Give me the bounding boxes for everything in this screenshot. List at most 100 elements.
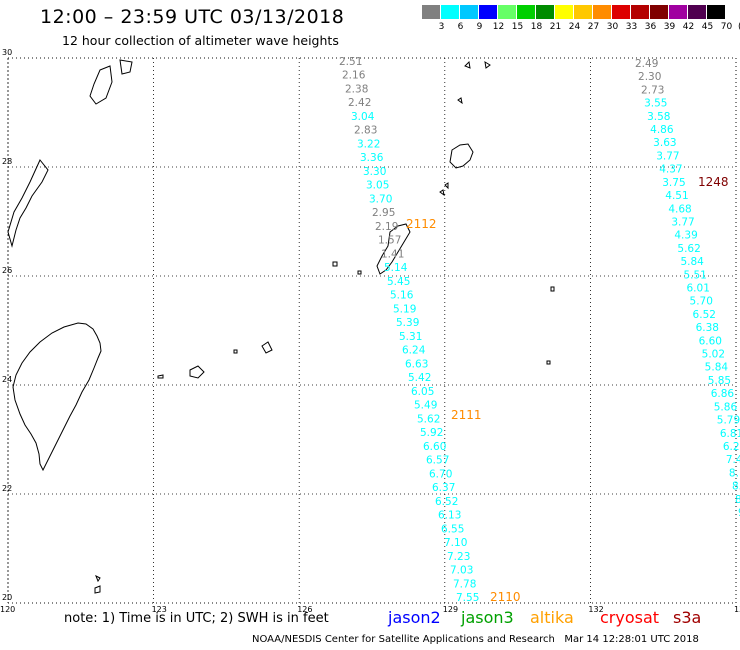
track2-swh-value: 3.55 — [644, 98, 667, 110]
chart-subtitle: 12 hour collection of altimeter wave hei… — [62, 33, 339, 48]
miyako-island — [261, 341, 273, 354]
credit-line: NOAA/NESDIS Center for Satellite Applica… — [252, 634, 699, 645]
track1-swh-value: 7.78 — [453, 578, 476, 590]
track2-swh-value: 5.02 — [702, 349, 725, 361]
track1-swh-value: 6.60 — [423, 441, 446, 453]
track2-swh-value: 6.60 — [699, 335, 722, 347]
amami-island — [449, 143, 474, 169]
legend-label: 6 — [457, 22, 464, 32]
mission-label: altika — [530, 608, 574, 627]
track1-swh-value: 2.83 — [354, 125, 377, 137]
chart-title: 12:00 – 23:59 UTC 03/13/2018 — [40, 6, 345, 28]
track2-swh-value: 2.30 — [638, 71, 661, 83]
track1-swh-value: 3.05 — [366, 180, 389, 192]
legend-swatch — [593, 5, 612, 19]
track2-swh-value: 2.73 — [641, 84, 664, 96]
lon-tick-label: 120 — [0, 605, 15, 614]
track2-swh-value: 3.77 — [671, 216, 694, 228]
track2-swh-value: 6.81 — [720, 428, 740, 440]
track2-swh-value: 8 — [735, 494, 740, 506]
legend-label: 70 — [720, 22, 733, 32]
track1-swh-value: 2.19 — [375, 221, 398, 233]
track2-swh-value: 8. — [729, 467, 739, 479]
legend-label: 12 — [492, 22, 505, 32]
track1-swh-value: 7.10 — [444, 537, 467, 549]
track1-swh-value: 6.24 — [402, 345, 426, 357]
legend-label: 21 — [549, 22, 562, 32]
track1-swh-value: 5.49 — [414, 400, 437, 412]
track1-swh-value: 1.57 — [378, 235, 401, 247]
track1-swh-value: 3.04 — [351, 111, 375, 123]
pass-id-label: 2111 — [451, 408, 482, 422]
track2-swh-value: 5.84 — [680, 256, 704, 268]
lon-tick-label: 135 — [734, 605, 740, 614]
track2-swh-value: 5.86 — [714, 401, 738, 413]
track2-swh-value: 6.01 — [687, 283, 710, 295]
lat-tick-label: 28 — [2, 157, 12, 166]
legend-swatch — [669, 5, 688, 19]
legend-unit: (ft) — [738, 22, 740, 32]
track2-swh-value: 5.62 — [677, 243, 700, 255]
track1-swh-value: 6.57 — [426, 455, 449, 467]
track1-swh-value: 6.55 — [441, 523, 464, 535]
small-islets — [233, 261, 551, 365]
lat-tick-label: 24 — [2, 375, 12, 384]
track1-swh-value: 6.70 — [429, 468, 452, 480]
track1-swh-value: 6.05 — [411, 386, 434, 398]
mission-label: jason2 — [388, 608, 441, 627]
track1-swh-value: 1.41 — [381, 248, 404, 260]
daito-island — [550, 286, 555, 292]
legend-swatch — [650, 5, 669, 19]
kyushu-islands — [7, 59, 133, 248]
track2-swh-value: 6.52 — [693, 309, 716, 321]
legend-swatch — [460, 5, 479, 19]
track1-swh-value: 2.16 — [342, 70, 366, 82]
track1-swh-value: 5.19 — [393, 303, 416, 315]
track1-swh-value: 2.42 — [348, 97, 371, 109]
lanyu-island — [94, 585, 101, 594]
legend-swatch — [707, 5, 726, 19]
track1-swh-value: 5.45 — [387, 276, 410, 288]
legend-swatch — [612, 5, 631, 19]
legend-swatch — [441, 5, 460, 19]
track2-swh-value: 2.49 — [635, 58, 658, 70]
ishigaki-island — [189, 365, 205, 379]
track2-swh-value: 5.70 — [690, 296, 713, 308]
track2-swh-value: 4.86 — [650, 124, 674, 136]
track2-swh-value: 4.37 — [659, 164, 682, 176]
lyudao-island — [95, 574, 101, 583]
track2-swh-value: 6.38 — [696, 322, 719, 334]
track1-swh-value: 7.03 — [450, 565, 473, 577]
track1-swh-value: 2.95 — [372, 207, 395, 219]
track2-swh-value: 5.84 — [705, 362, 729, 374]
track2-swh-value: 4.39 — [674, 230, 697, 242]
track2-swh-value: 3.63 — [653, 137, 676, 149]
track2-swh-value: 5.85 — [708, 375, 731, 387]
legend-label: 30 — [606, 22, 619, 32]
legend-swatch — [498, 5, 517, 19]
legend-label: 33 — [625, 22, 638, 32]
lon-tick-label: 129 — [443, 605, 458, 614]
track2-swh-value: 7.4 — [726, 454, 740, 466]
yonaguni-island — [157, 374, 164, 379]
track1-swh-value: 7.55 — [456, 592, 479, 604]
map-frame — [7, 57, 737, 604]
lat-tick-label: 30 — [2, 48, 12, 57]
taiwan-coastline — [12, 322, 102, 472]
footnote: note: 1) Time is in UTC; 2) SWH is in fe… — [64, 611, 329, 626]
track2-swh-value: 3.77 — [656, 150, 679, 162]
track2-swh-value: 5.51 — [683, 269, 706, 281]
mission-label: s3a — [673, 608, 702, 627]
track1-swh-value: 3.70 — [369, 193, 392, 205]
track1-swh-value: 5.16 — [390, 290, 414, 302]
track1-swh-value: 5.62 — [417, 413, 440, 425]
track2-swh-value: 8. — [732, 481, 740, 493]
track2-swh-value: 6.86 — [711, 388, 735, 400]
track1-swh-value: 6.37 — [432, 482, 455, 494]
legend-label: 27 — [587, 22, 600, 32]
track2-swh-value: 4.51 — [665, 190, 688, 202]
track2-swh-value: 6.26 — [723, 441, 740, 453]
track1-swh-value: 6.52 — [435, 496, 458, 508]
track1-swh-value: 3.22 — [357, 138, 380, 150]
